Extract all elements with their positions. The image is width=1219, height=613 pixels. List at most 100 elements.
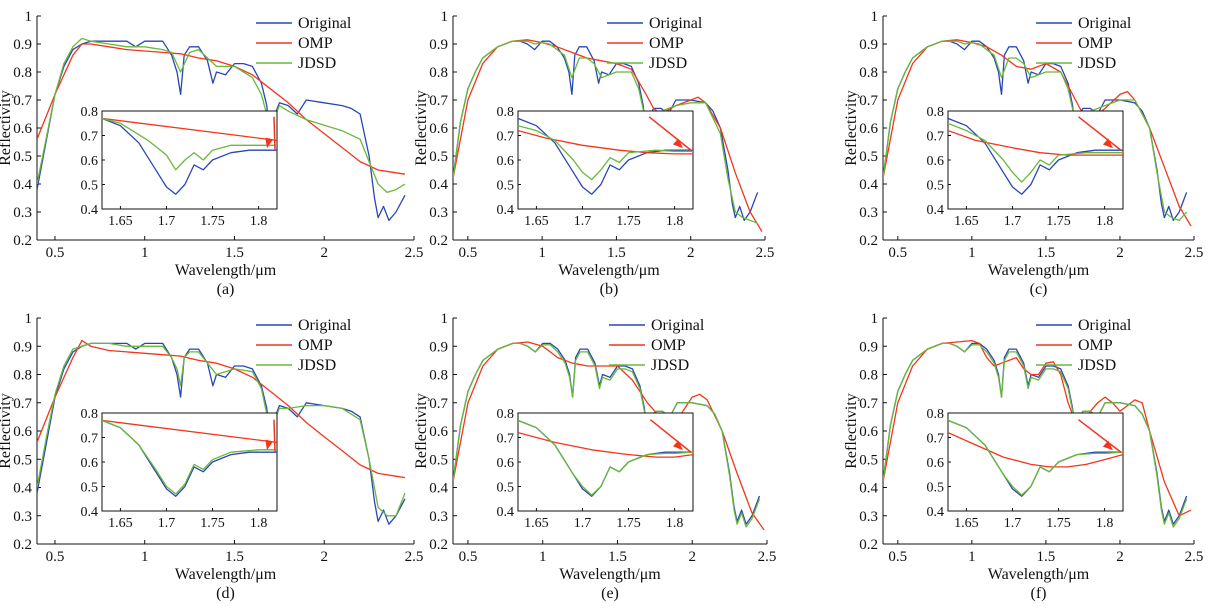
inset-x-tick-label: 1.7 xyxy=(1004,516,1022,531)
inset-x-tick-label: 1.65 xyxy=(108,516,133,531)
inset-series-line-original xyxy=(948,117,1123,195)
inset-x-tick-label: 1.75 xyxy=(200,214,225,229)
x-axis-label: Wavelength/μm xyxy=(559,566,661,583)
series-line-original xyxy=(37,342,406,525)
inset-x-tick-label: 1.65 xyxy=(524,214,549,229)
x-tick-label: 0.5 xyxy=(46,549,65,565)
x-tick-label: 2.5 xyxy=(405,245,424,261)
inset-series-line-omp xyxy=(948,432,1123,468)
y-tick-label: 0.6 xyxy=(13,424,32,440)
y-tick-label: 0.5 xyxy=(429,452,448,468)
inset-x-tick-label: 1.7 xyxy=(574,214,592,229)
chart-panel-b: 0.2 0.3 0.4 0.5 0.6 0.7 0.8 0.9 1 0.5 1 1.5 2 2.5 Wave… xyxy=(413,9,774,298)
legend-entry: OMP xyxy=(1078,337,1113,354)
inset-y-tick-label: 0.4 xyxy=(497,203,515,218)
y-tick-label: 1 xyxy=(25,9,33,25)
x-tick-label: 2.5 xyxy=(1185,549,1204,565)
x-tick-label: 1.5 xyxy=(225,245,244,261)
y-tick-label: 0.8 xyxy=(429,65,448,81)
inset-y-tick-label: 0.5 xyxy=(927,481,945,496)
y-tick-label: 0.4 xyxy=(429,177,448,193)
legend-entry: Original xyxy=(298,15,352,32)
y-tick-label: 1 xyxy=(441,311,449,327)
inset-y-tick-label: 0.4 xyxy=(81,505,99,520)
inset-y-tick-label: 0.4 xyxy=(497,505,515,520)
inset-series-line-omp xyxy=(518,431,693,458)
inset-zoom: 0.4 0.5 0.6 0.7 0.8 1.65 1.7 1.75 1.8 xyxy=(927,105,1124,229)
y-tick-label: 0.9 xyxy=(429,339,448,355)
inset-x-tick-label: 1.65 xyxy=(954,516,979,531)
zoom-arrow-line xyxy=(648,116,692,151)
y-tick-label: 0.2 xyxy=(859,537,878,553)
inset-y-tick-label: 0.7 xyxy=(497,130,515,145)
zoom-arrow-head xyxy=(672,138,683,149)
inset-x-tick-label: 1.8 xyxy=(1096,214,1114,229)
inset-y-tick-label: 0.5 xyxy=(497,179,515,194)
y-tick-label: 0.6 xyxy=(429,424,448,440)
y-tick-label: 1 xyxy=(871,9,879,25)
x-tick-label: 2 xyxy=(320,549,328,565)
inset-y-tick-label: 0.8 xyxy=(497,407,515,422)
legend-entry: JDSD xyxy=(649,55,687,72)
x-tick-label: 1.5 xyxy=(608,549,627,565)
inset-x-tick-label: 1.75 xyxy=(1046,214,1071,229)
series-line-jdsd xyxy=(883,342,1188,528)
y-tick-label: 0.3 xyxy=(429,509,448,525)
x-tick-label: 2 xyxy=(320,245,328,261)
inset-y-tick-label: 0.4 xyxy=(81,203,99,218)
inset-frame xyxy=(517,412,694,512)
inset-series-group xyxy=(102,419,277,497)
inset-y-tick-label: 0.7 xyxy=(81,130,99,145)
legend-entry: JDSD xyxy=(1078,357,1116,374)
inset-series-group xyxy=(948,419,1123,497)
inset-y-tick-label: 0.6 xyxy=(81,154,99,169)
y-tick-label: 0.8 xyxy=(859,65,878,81)
y-tick-label: 0.2 xyxy=(13,537,32,553)
inset-zoom: 0.4 0.5 0.6 0.7 0.8 1.65 1.7 1.75 1.8 xyxy=(81,407,278,531)
legend-entry: Original xyxy=(649,15,703,32)
y-tick-label: 0.7 xyxy=(13,93,32,109)
y-axis-label: Reflectivity xyxy=(843,90,860,166)
panel-caption: (c) xyxy=(1030,281,1048,298)
inset-x-tick-label: 1.7 xyxy=(1004,214,1022,229)
y-tick-label: 0.9 xyxy=(13,37,32,53)
y-tick-label: 0.9 xyxy=(429,37,448,53)
legend-entry: OMP xyxy=(298,35,333,52)
x-axis-label: Wavelength/μm xyxy=(175,566,277,583)
y-axis-label: Reflectivity xyxy=(413,393,430,469)
x-tick-label: 0.5 xyxy=(46,245,65,261)
inset-x-tick-label: 1.8 xyxy=(1096,516,1114,531)
zoom-arrow-head xyxy=(1102,440,1113,451)
y-axis-label: Reflectivity xyxy=(0,90,14,166)
y-tick-label: 0.9 xyxy=(859,37,878,53)
inset-series-group xyxy=(948,117,1123,195)
inset-y-tick-label: 0.6 xyxy=(81,456,99,471)
x-tick-label: 2 xyxy=(688,549,696,565)
inset-frame xyxy=(101,110,278,210)
y-axis-label: Reflectivity xyxy=(843,393,860,469)
inset-series-line-jdsd xyxy=(518,419,693,496)
x-tick-label: 2 xyxy=(1116,549,1124,565)
inset-x-tick-label: 1.7 xyxy=(158,516,176,531)
series-line-omp xyxy=(883,339,1192,517)
series-line-jdsd xyxy=(37,37,406,194)
x-tick-label: 1 xyxy=(141,549,149,565)
panel-caption: (e) xyxy=(601,585,619,602)
inset-y-tick-label: 0.5 xyxy=(81,481,99,496)
legend-entry: OMP xyxy=(649,35,684,52)
x-tick-label: 0.5 xyxy=(888,549,907,565)
inset-y-tick-label: 0.7 xyxy=(927,432,945,447)
inset-x-tick-label: 1.65 xyxy=(524,516,549,531)
x-tick-label: 1 xyxy=(968,245,976,261)
y-axis-label: Reflectivity xyxy=(0,393,14,469)
x-axis-label: Wavelength/μm xyxy=(175,262,277,279)
y-tick-label: 0.6 xyxy=(859,121,878,137)
y-tick-label: 0.2 xyxy=(429,233,448,249)
series-line-jdsd xyxy=(883,40,1188,222)
zoom-arrow-line xyxy=(1078,116,1122,151)
inset-x-tick-label: 1.65 xyxy=(954,214,979,229)
legend-entry: JDSD xyxy=(298,357,336,374)
panel-caption: (f) xyxy=(1031,585,1047,602)
y-tick-label: 0.8 xyxy=(429,368,448,384)
inset-zoom: 0.4 0.5 0.6 0.7 0.8 1.65 1.7 1.75 1.8 xyxy=(497,407,694,531)
